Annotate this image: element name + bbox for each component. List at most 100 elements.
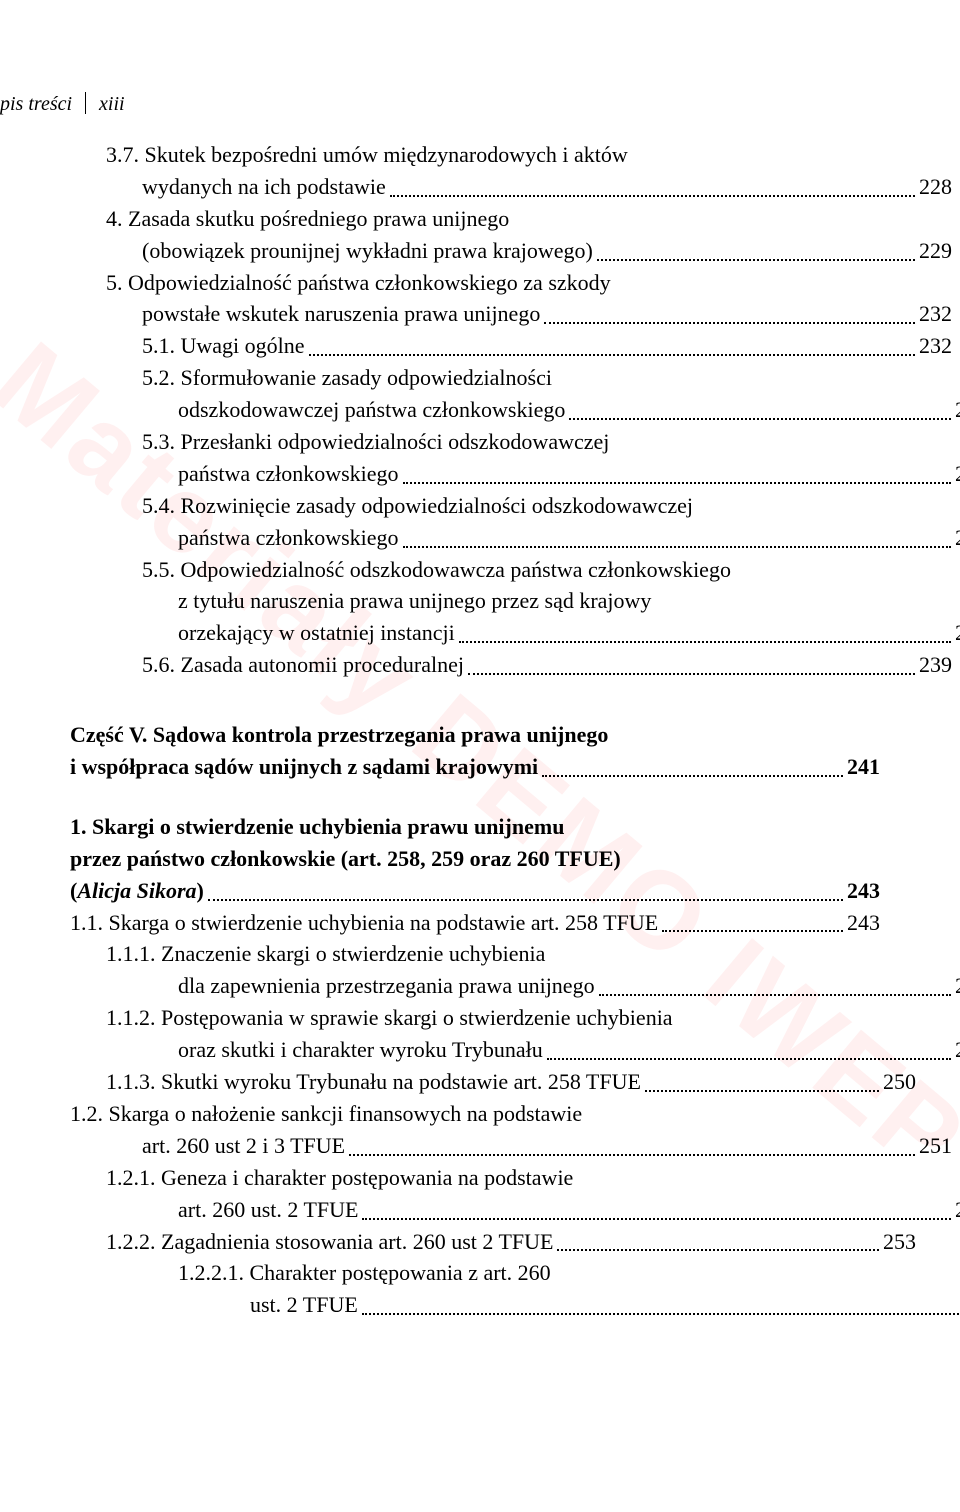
toc-line: 5.1. Uwagi ogólne 232 bbox=[70, 330, 952, 362]
toc-line: 5.2. Sformułowanie zasady odpowiedzialno… bbox=[70, 362, 952, 394]
toc-line-text: i współpraca sądów unijnych z sądami kra… bbox=[70, 751, 538, 783]
toc-line-text: powstałe wskutek naruszenia prawa unijne… bbox=[142, 298, 540, 330]
toc-line: (Alicja Sikora) 243 bbox=[70, 875, 880, 907]
toc-leader bbox=[542, 775, 843, 777]
toc-page-number: 253 bbox=[883, 1226, 916, 1258]
toc-line-text: oraz skutki i charakter wyroku Trybunału bbox=[178, 1034, 543, 1066]
toc-page-number: 250 bbox=[883, 1066, 916, 1098]
toc-page-number: 239 bbox=[919, 649, 952, 681]
toc-line: 5.4. Rozwinięcie zasady odpowiedzialnośc… bbox=[70, 490, 952, 522]
toc-leader bbox=[468, 673, 915, 675]
toc-line: 1.2. Skarga o nałożenie sankcji finansow… bbox=[70, 1098, 880, 1130]
toc-line-text: (Alicja Sikora) bbox=[70, 875, 204, 907]
running-head: Spis treści xiii bbox=[0, 90, 800, 119]
toc-line-text: 1.2.2.1. Charakter postępowania z art. 2… bbox=[178, 1257, 551, 1289]
toc-line: powstałe wskutek naruszenia prawa unijne… bbox=[70, 298, 952, 330]
toc-line-text: państwa członkowskiego bbox=[178, 458, 399, 490]
running-head-separator bbox=[85, 92, 86, 114]
toc-line-text: 4. Zasada skutku pośredniego prawa unijn… bbox=[106, 203, 509, 235]
toc-page-number: 247 bbox=[955, 1034, 960, 1066]
toc-line-text: 5.2. Sformułowanie zasady odpowiedzialno… bbox=[142, 362, 552, 394]
toc-leader bbox=[208, 899, 843, 901]
toc-leader bbox=[569, 418, 951, 420]
toc-line-text: państwa członkowskiego bbox=[178, 522, 399, 554]
toc-line-text: 5.4. Rozwinięcie zasady odpowiedzialnośc… bbox=[142, 490, 693, 522]
toc-line-text: z tytułu naruszenia prawa unijnego przez… bbox=[178, 585, 651, 617]
toc-line-text: 1.2.2. Zagadnienia stosowania art. 260 u… bbox=[106, 1226, 553, 1258]
toc-page-number: 241 bbox=[847, 751, 880, 783]
toc-line: 4. Zasada skutku pośredniego prawa unijn… bbox=[70, 203, 916, 235]
toc-line-text: odszkodowawczej państwa członkowskiego bbox=[178, 394, 565, 426]
toc-page-number: 232 bbox=[919, 330, 952, 362]
toc-line: 3.7. Skutek bezpośredni umów międzynarod… bbox=[70, 139, 916, 171]
toc-line: przez państwo członkowskie (art. 258, 25… bbox=[70, 843, 880, 875]
toc-leader bbox=[597, 259, 915, 261]
toc-page-number: 232 bbox=[919, 298, 952, 330]
toc-leader bbox=[309, 354, 915, 356]
toc-line-text: orzekający w ostatniej instancji bbox=[178, 617, 455, 649]
toc-leader bbox=[390, 195, 915, 197]
toc-line: wydanych na ich podstawie228 bbox=[70, 171, 952, 203]
toc-page-number: 232 bbox=[955, 394, 960, 426]
toc-line: 1.2.2. Zagadnienia stosowania art. 260 u… bbox=[70, 1226, 916, 1258]
toc-leader bbox=[645, 1090, 879, 1092]
toc-line: i współpraca sądów unijnych z sądami kra… bbox=[70, 751, 880, 783]
toc-line: ust. 2 TFUE253 bbox=[70, 1289, 960, 1321]
toc-leader bbox=[662, 930, 843, 932]
toc-line-text: dla zapewnienia przestrzegania prawa uni… bbox=[178, 970, 595, 1002]
toc-line: 5.5. Odpowiedzialność odszkodowawcza pań… bbox=[70, 554, 952, 586]
toc-line-text: 5. Odpowiedzialność państwa członkowskie… bbox=[106, 267, 611, 299]
toc-leader bbox=[362, 1313, 960, 1315]
toc-line-text: 1.1.3. Skutki wyroku Trybunału na podsta… bbox=[106, 1066, 641, 1098]
toc-line: państwa członkowskiego 234 bbox=[70, 522, 960, 554]
toc-line: odszkodowawczej państwa członkowskiego 23… bbox=[70, 394, 960, 426]
toc-line-text: 1. Skargi o stwierdzenie uchybienia praw… bbox=[70, 811, 564, 843]
toc-page-number: 234 bbox=[955, 458, 960, 490]
toc-line: (obowiązek prounijnej wykładni prawa kra… bbox=[70, 235, 952, 267]
toc-line-text: Część V. Sądowa kontrola przestrzegania … bbox=[70, 719, 608, 751]
toc-line: z tytułu naruszenia prawa unijnego przez… bbox=[70, 585, 960, 617]
toc-line: Część V. Sądowa kontrola przestrzegania … bbox=[70, 719, 880, 751]
toc-line-text: 5.3. Przesłanki odpowiedzialności odszko… bbox=[142, 426, 609, 458]
toc-line-text: art. 260 ust. 2 TFUE bbox=[178, 1194, 358, 1226]
toc-leader bbox=[362, 1218, 951, 1220]
toc-leader bbox=[544, 322, 915, 324]
toc-line: oraz skutki i charakter wyroku Trybunału… bbox=[70, 1034, 960, 1066]
toc-page-number: 243 bbox=[955, 970, 960, 1002]
toc-page-number: 237 bbox=[955, 617, 960, 649]
toc-line: art. 260 ust 2 i 3 TFUE 251 bbox=[70, 1130, 952, 1162]
toc-line-text: 1.2. Skarga o nałożenie sankcji finansow… bbox=[70, 1098, 582, 1130]
toc-line: 5.3. Przesłanki odpowiedzialności odszko… bbox=[70, 426, 952, 458]
toc-line-text: 3.7. Skutek bezpośredni umów międzynarod… bbox=[106, 139, 628, 171]
table-of-contents: 3.7. Skutek bezpośredni umów międzynarod… bbox=[70, 139, 880, 1321]
toc-line: 5.6. Zasada autonomii proceduralnej239 bbox=[70, 649, 952, 681]
toc-leader bbox=[557, 1249, 879, 1251]
toc-line-text: art. 260 ust 2 i 3 TFUE bbox=[142, 1130, 345, 1162]
toc-page-number: 243 bbox=[847, 875, 880, 907]
toc-line: 1.2.2.1. Charakter postępowania z art. 2… bbox=[70, 1257, 960, 1289]
toc-line: 1.1.3. Skutki wyroku Trybunału na podsta… bbox=[70, 1066, 916, 1098]
toc-line-text: (obowiązek prounijnej wykładni prawa kra… bbox=[142, 235, 593, 267]
toc-line: 1.1.1. Znaczenie skargi o stwierdzenie u… bbox=[70, 938, 916, 970]
toc-leader bbox=[349, 1154, 915, 1156]
toc-line: 5. Odpowiedzialność państwa członkowskie… bbox=[70, 267, 916, 299]
toc-line-text: 1.1.1. Znaczenie skargi o stwierdzenie u… bbox=[106, 938, 545, 970]
toc-line-text: 1.1. Skarga o stwierdzenie uchybienia na… bbox=[70, 907, 658, 939]
toc-page-number: 251 bbox=[919, 1130, 952, 1162]
toc-line: państwa członkowskiego 234 bbox=[70, 458, 960, 490]
toc-line-text: przez państwo członkowskie (art. 258, 25… bbox=[70, 843, 621, 875]
toc-page-number: 251 bbox=[955, 1194, 960, 1226]
toc-leader bbox=[547, 1058, 951, 1060]
toc-line: dla zapewnienia przestrzegania prawa uni… bbox=[70, 970, 960, 1002]
toc-leader bbox=[459, 641, 951, 643]
running-head-label: Spis treści bbox=[0, 93, 72, 115]
toc-line: art. 260 ust. 2 TFUE 251 bbox=[70, 1194, 960, 1226]
toc-line-text: 5.5. Odpowiedzialność odszkodowawcza pań… bbox=[142, 554, 731, 586]
toc-line-text: 5.1. Uwagi ogólne bbox=[142, 330, 305, 362]
toc-line: 1.1.2. Postępowania w sprawie skargi o s… bbox=[70, 1002, 916, 1034]
toc-line-text: 1.2.1. Geneza i charakter postępowania n… bbox=[106, 1162, 573, 1194]
toc-page-number: 234 bbox=[955, 522, 960, 554]
toc-leader bbox=[403, 482, 951, 484]
toc-leader bbox=[403, 546, 951, 548]
toc-page-number: 228 bbox=[919, 171, 952, 203]
